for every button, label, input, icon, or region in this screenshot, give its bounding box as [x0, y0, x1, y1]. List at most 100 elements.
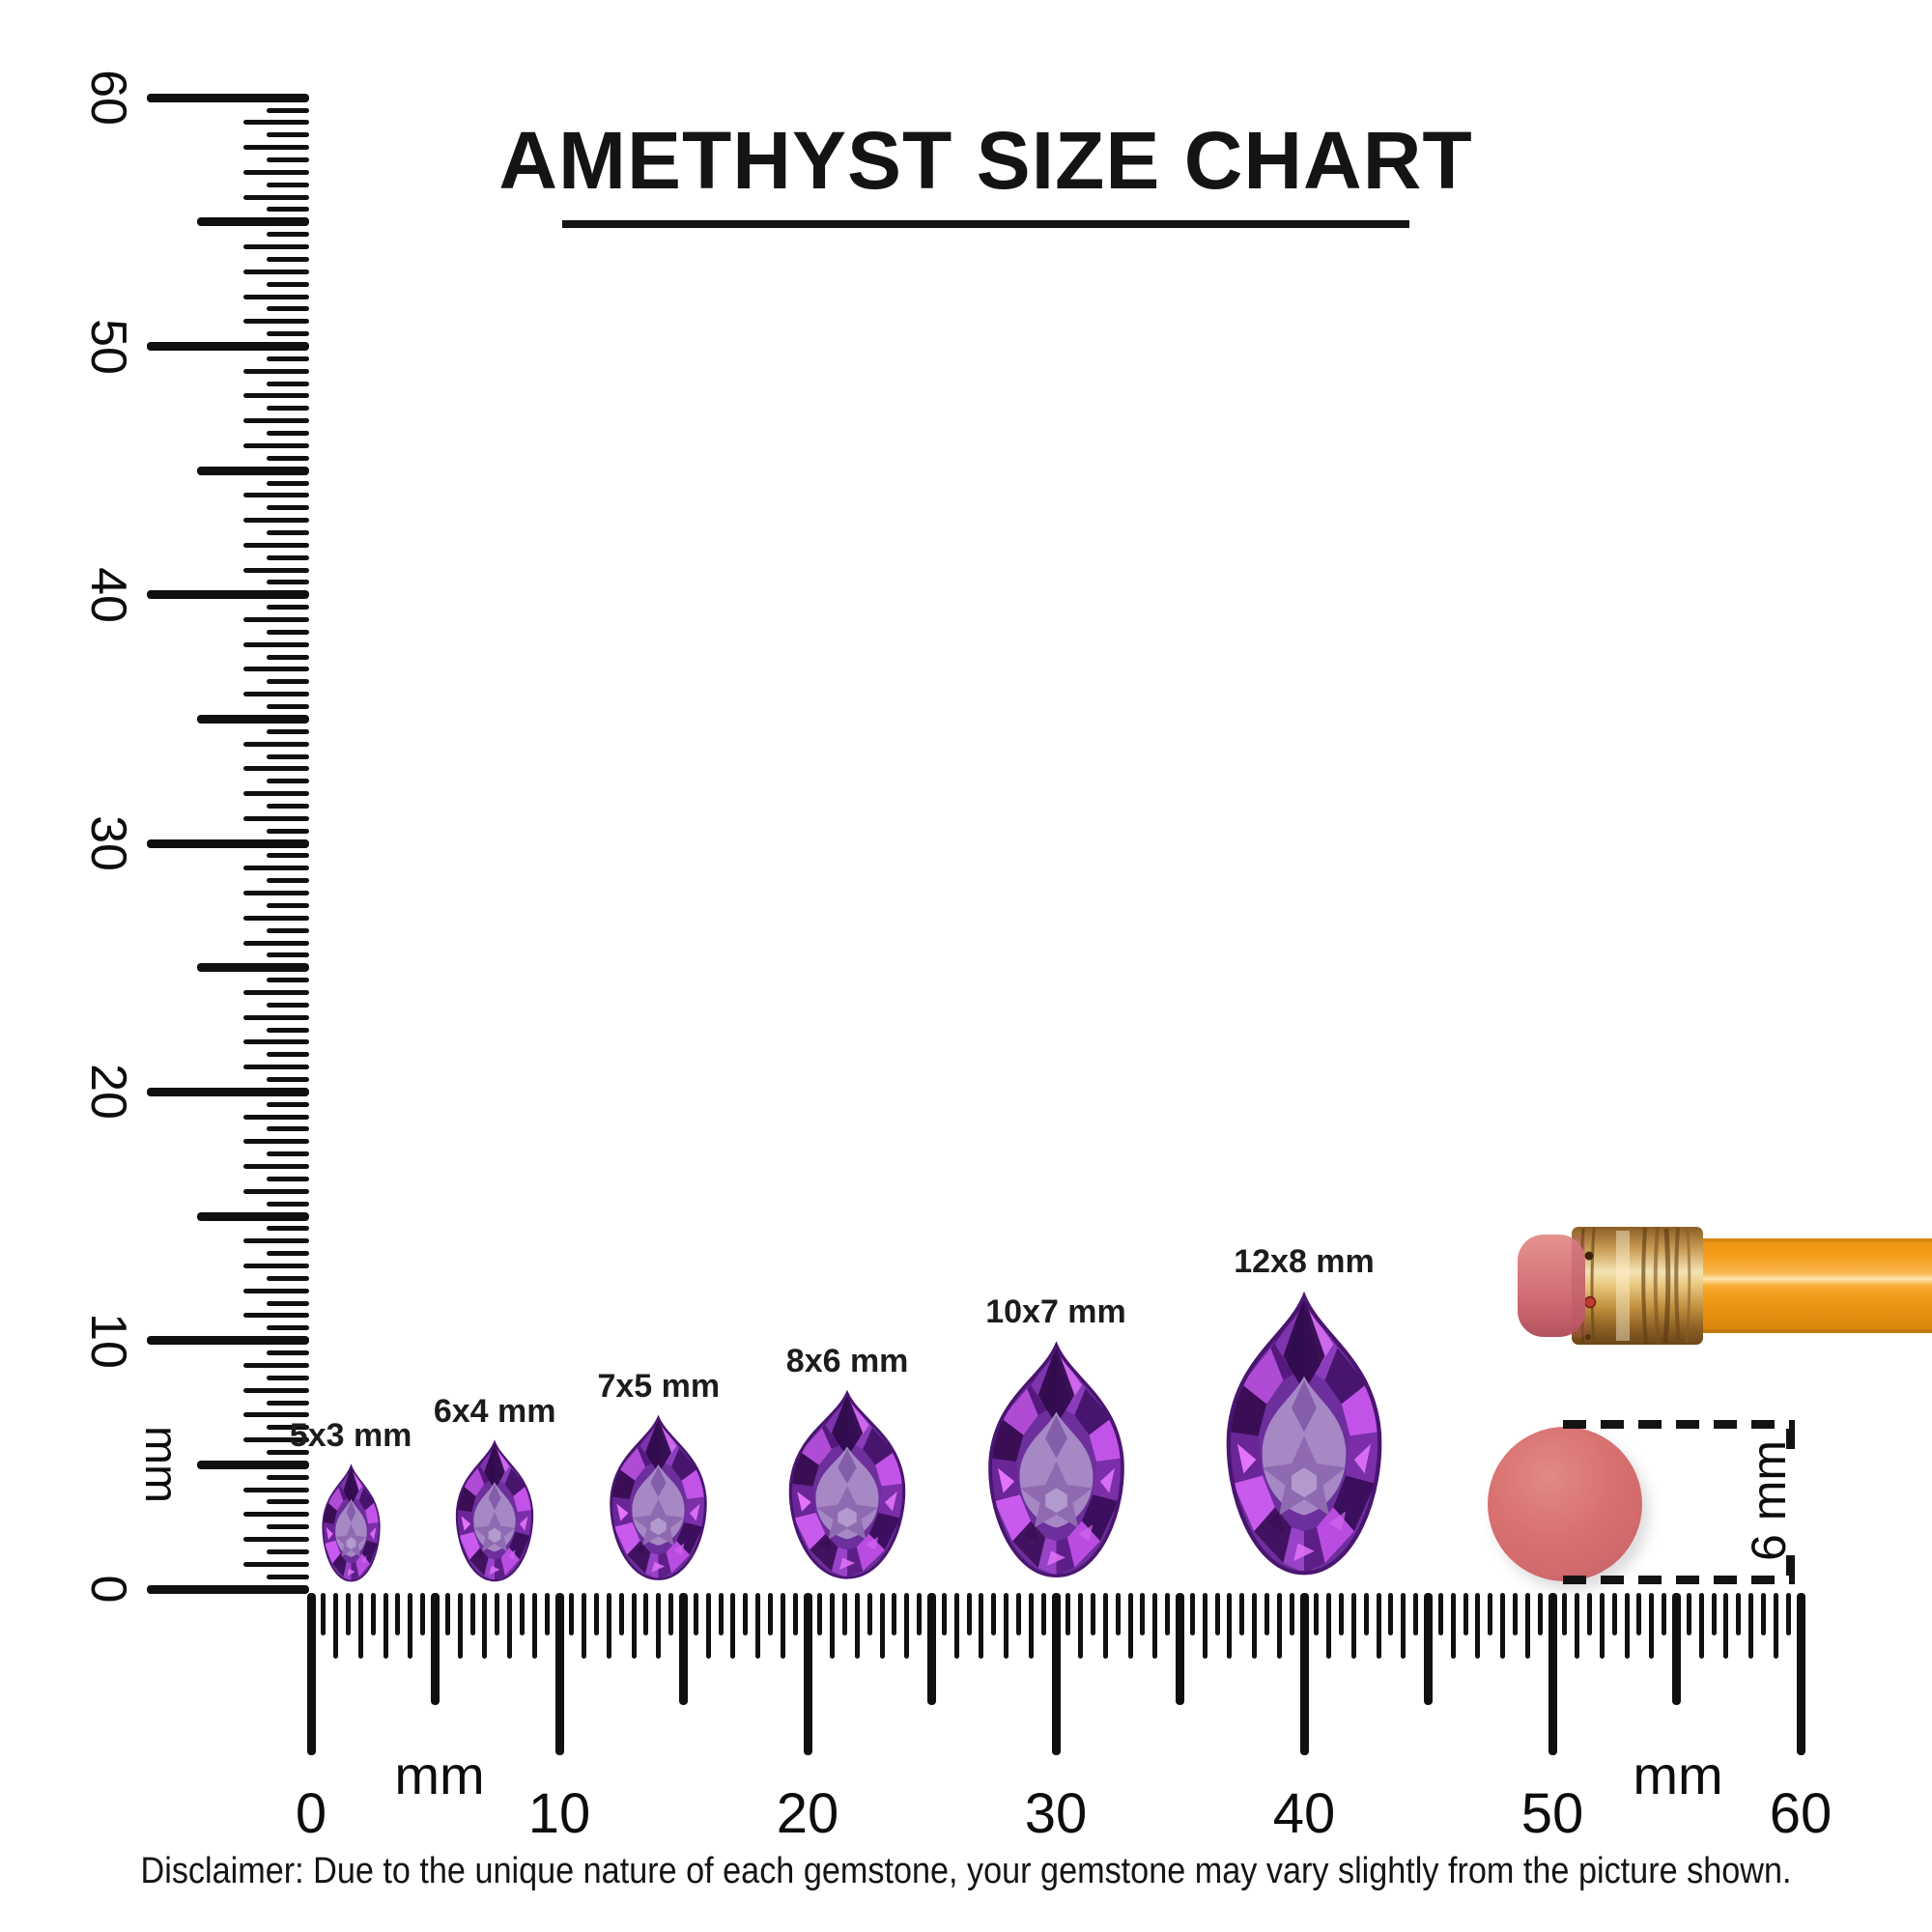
v-ruler-tick: [243, 194, 309, 200]
v-ruler-tick: [267, 529, 309, 535]
v-ruler-tick: [243, 766, 309, 772]
pear-gem-shape: [456, 1440, 534, 1581]
v-ruler-tick: [243, 1512, 309, 1518]
h-ruler-tick: [1299, 1593, 1309, 1755]
h-ruler-tick: [1736, 1593, 1742, 1635]
h-ruler-tick: [544, 1593, 550, 1635]
v-ruler-tick: [267, 1226, 309, 1232]
h-ruler-tick: [370, 1593, 376, 1635]
h-ruler-tick: [482, 1593, 488, 1659]
v-ruler-tick: [267, 107, 309, 113]
page-title: AMETHYST SIZE CHART: [498, 114, 1473, 206]
v-ruler-tick: [243, 145, 309, 151]
h-ruler-tick: [357, 1593, 363, 1659]
dot-size-label: 6 mm: [1742, 1440, 1796, 1561]
v-ruler-tick: [267, 704, 309, 710]
h-ruler-tick: [1672, 1593, 1681, 1705]
v-ruler-tick: [243, 692, 309, 697]
v-ruler-tick: [243, 269, 309, 274]
h-ruler-tick: [1252, 1593, 1258, 1659]
h-ruler-tick: [346, 1593, 352, 1635]
h-ruler-tick: [892, 1593, 897, 1635]
v-ruler-tick: [243, 567, 309, 573]
h-ruler-tick: [730, 1593, 736, 1659]
pear-gem-shape: [788, 1392, 906, 1579]
h-ruler-tick: [1214, 1593, 1220, 1635]
h-ruler-tick: [803, 1593, 812, 1755]
h-ruler-tick: [1785, 1593, 1791, 1635]
h-ruler-label-30: 30: [1024, 1782, 1088, 1845]
h-ruler-label-50: 50: [1520, 1782, 1584, 1845]
v-ruler-tick: [197, 963, 309, 973]
v-ruler-tick: [267, 1027, 309, 1033]
h-ruler-tick: [1698, 1593, 1704, 1659]
h-ruler-tick: [420, 1593, 426, 1635]
v-ruler-tick: [267, 182, 309, 187]
v-ruler-tick: [243, 641, 309, 647]
v-ruler-tick: [267, 1474, 309, 1480]
h-ruler-tick: [1636, 1593, 1642, 1635]
h-ruler-tick: [1488, 1593, 1493, 1635]
h-ruler-tick: [1500, 1593, 1506, 1659]
v-ruler-tick: [267, 804, 309, 809]
h-ruler-tick: [444, 1593, 450, 1635]
h-ruler-tick: [854, 1593, 860, 1659]
v-ruler-tick: [267, 679, 309, 685]
h-ruler-tick: [1165, 1593, 1171, 1635]
h-ruler-tick: [1611, 1593, 1617, 1635]
v-ruler-tick: [243, 1362, 309, 1368]
v-ruler-tick: [267, 1300, 309, 1306]
h-ruler-tick: [755, 1593, 761, 1659]
h-ruler-tick: [469, 1593, 475, 1635]
v-ruler-tick: [243, 1288, 309, 1293]
h-ruler-tick: [1587, 1593, 1593, 1635]
h-ruler-tick: [1102, 1593, 1108, 1659]
h-ruler-tick: [1575, 1593, 1580, 1659]
amethyst-gem-5x3mm: [321, 1464, 381, 1582]
v-ruler-tick: [243, 815, 309, 821]
size-reference-dot: [1488, 1427, 1642, 1581]
dimension-line-end-top: [1786, 1429, 1795, 1449]
v-ruler-tick: [267, 1524, 309, 1530]
v-ruler-tick: [147, 342, 309, 351]
h-ruler-tick: [966, 1593, 972, 1635]
h-ruler-tick: [1649, 1593, 1655, 1659]
v-ruler-tick: [243, 1264, 309, 1268]
gem-size-label: 10x7 mm: [985, 1293, 1126, 1330]
v-ruler-tick: [267, 1400, 309, 1406]
h-ruler-tick: [867, 1593, 872, 1635]
h-ruler-tick: [333, 1593, 339, 1659]
v-ruler-tick: [267, 1449, 309, 1455]
h-ruler-tick: [631, 1593, 637, 1659]
h-ruler-tick: [979, 1593, 984, 1659]
h-ruler-tick: [1463, 1593, 1468, 1635]
v-ruler-tick: [147, 93, 309, 102]
h-ruler-tick: [1264, 1593, 1269, 1635]
v-ruler-tick: [243, 1387, 309, 1393]
v-ruler-tick: [267, 1548, 309, 1554]
v-ruler-tick: [267, 878, 309, 884]
v-ruler-tick: [267, 232, 309, 238]
v-ruler-tick: [243, 442, 309, 448]
v-ruler-tick: [267, 1574, 309, 1579]
h-ruler-tick: [1437, 1593, 1443, 1635]
v-ruler-tick: [243, 1412, 309, 1418]
h-ruler-tick: [306, 1593, 316, 1755]
gem-size-label: 8x6 mm: [785, 1343, 909, 1380]
h-ruler-tick: [1202, 1593, 1208, 1659]
v-ruler-tick: [243, 1313, 309, 1319]
v-ruler-tick: [267, 1077, 309, 1083]
h-ruler-tick: [1599, 1593, 1605, 1659]
v-ruler-tick: [267, 1350, 309, 1356]
v-ruler-tick: [243, 1139, 309, 1145]
v-ruler-tick: [197, 714, 309, 724]
h-ruler-tick: [618, 1593, 624, 1635]
v-ruler-tick: [267, 1499, 309, 1505]
v-ruler-tick: [267, 779, 309, 784]
dimension-line-end-bottom: [1786, 1555, 1795, 1576]
v-ruler-tick: [267, 1275, 309, 1281]
dimension-line-bottom: [1563, 1576, 1795, 1584]
v-ruler-tick: [243, 393, 309, 399]
title-underline: [562, 220, 1409, 228]
h-ruler-tick: [679, 1593, 688, 1705]
